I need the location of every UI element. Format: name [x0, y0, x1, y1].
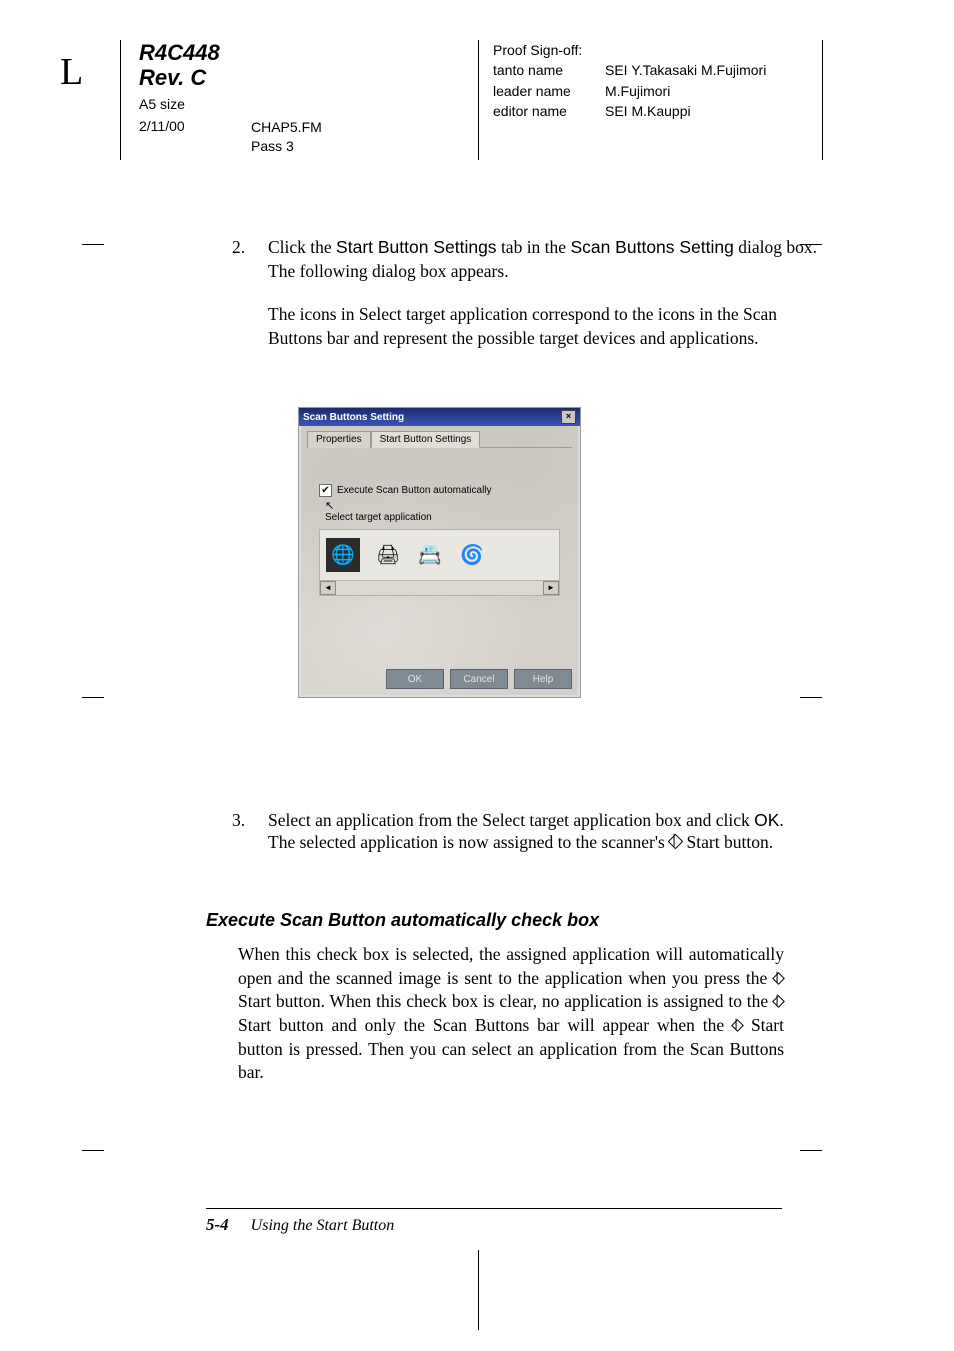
footer-title: Using the Start Button: [251, 1217, 395, 1235]
editor-label: editor name: [493, 101, 605, 121]
target-application-strip: 🌐 🖨 📇 🌀: [319, 529, 560, 581]
tab-start-button-settings[interactable]: Start Button Settings: [371, 431, 481, 448]
target-app-icon-4[interactable]: 🌀: [458, 541, 486, 569]
target-app-icon-1[interactable]: 🌐: [326, 538, 360, 572]
doc-date: 2/11/00: [139, 117, 220, 136]
start-button-icon: [772, 972, 785, 985]
execute-automatically-checkbox[interactable]: ✔: [319, 484, 332, 497]
target-app-scrollbar[interactable]: ◄ ►: [319, 581, 560, 596]
side-letter: L: [60, 50, 83, 94]
scan-buttons-setting-dialog: Scan Buttons Setting × Properties Start …: [298, 407, 581, 698]
scroll-left-icon[interactable]: ◄: [320, 581, 336, 595]
step3-para2: The selected application is now assigned…: [268, 831, 782, 855]
execute-paragraph: When this check box is selected, the ass…: [238, 943, 784, 1085]
target-app-icon-2[interactable]: 🖨: [374, 541, 402, 569]
ok-button[interactable]: OK: [386, 669, 444, 689]
close-icon[interactable]: ×: [561, 410, 576, 424]
select-target-label: Select target application: [325, 512, 578, 523]
header-left: R4C448 Rev. C A5 size 2/11/00 CHAP5.FM P…: [120, 40, 220, 160]
step3-text: Select an application from the Select ta…: [268, 810, 784, 830]
editor-value: SEI M.Kauppi: [605, 101, 691, 121]
doc-file: CHAP5.FM: [251, 118, 322, 137]
doc-rev: Rev. C: [139, 65, 220, 90]
target-app-icon-3[interactable]: 📇: [416, 541, 444, 569]
proof-heading: Proof Sign-off:: [493, 40, 766, 60]
doc-size: A5 size: [139, 95, 220, 114]
scroll-right-icon[interactable]: ►: [543, 581, 559, 595]
tanto-value: SEI Y.Takasaki M.Fujimori: [605, 60, 766, 80]
leader-value: M.Fujimori: [605, 81, 670, 101]
page-number: 5-4: [206, 1215, 229, 1235]
cursor-icon: ↖: [325, 499, 578, 512]
leader-label: leader name: [493, 81, 605, 101]
start-button-icon: [772, 995, 785, 1008]
help-button[interactable]: Help: [514, 669, 572, 689]
dialog-title: Scan Buttons Setting: [303, 412, 404, 423]
execute-automatically-label: Execute Scan Button automatically: [337, 485, 492, 496]
page-footer: 5-4 Using the Start Button: [206, 1208, 782, 1235]
cancel-button[interactable]: Cancel: [450, 669, 508, 689]
step2-number: 2.: [232, 236, 245, 260]
doc-pass: Pass 3: [251, 137, 322, 156]
step2-para2: The icons in Select target application c…: [268, 303, 782, 350]
proof-signoff: Proof Sign-off: tanto nameSEI Y.Takasaki…: [478, 40, 766, 160]
tanto-label: tanto name: [493, 60, 605, 80]
step2-text: Click the Start Button Settings tab in t…: [268, 237, 817, 281]
doc-code: R4C448: [139, 40, 220, 65]
step3-number: 3.: [232, 809, 245, 833]
execute-subheading: Execute Scan Button automatically check …: [206, 908, 782, 932]
tab-properties[interactable]: Properties: [307, 431, 371, 448]
